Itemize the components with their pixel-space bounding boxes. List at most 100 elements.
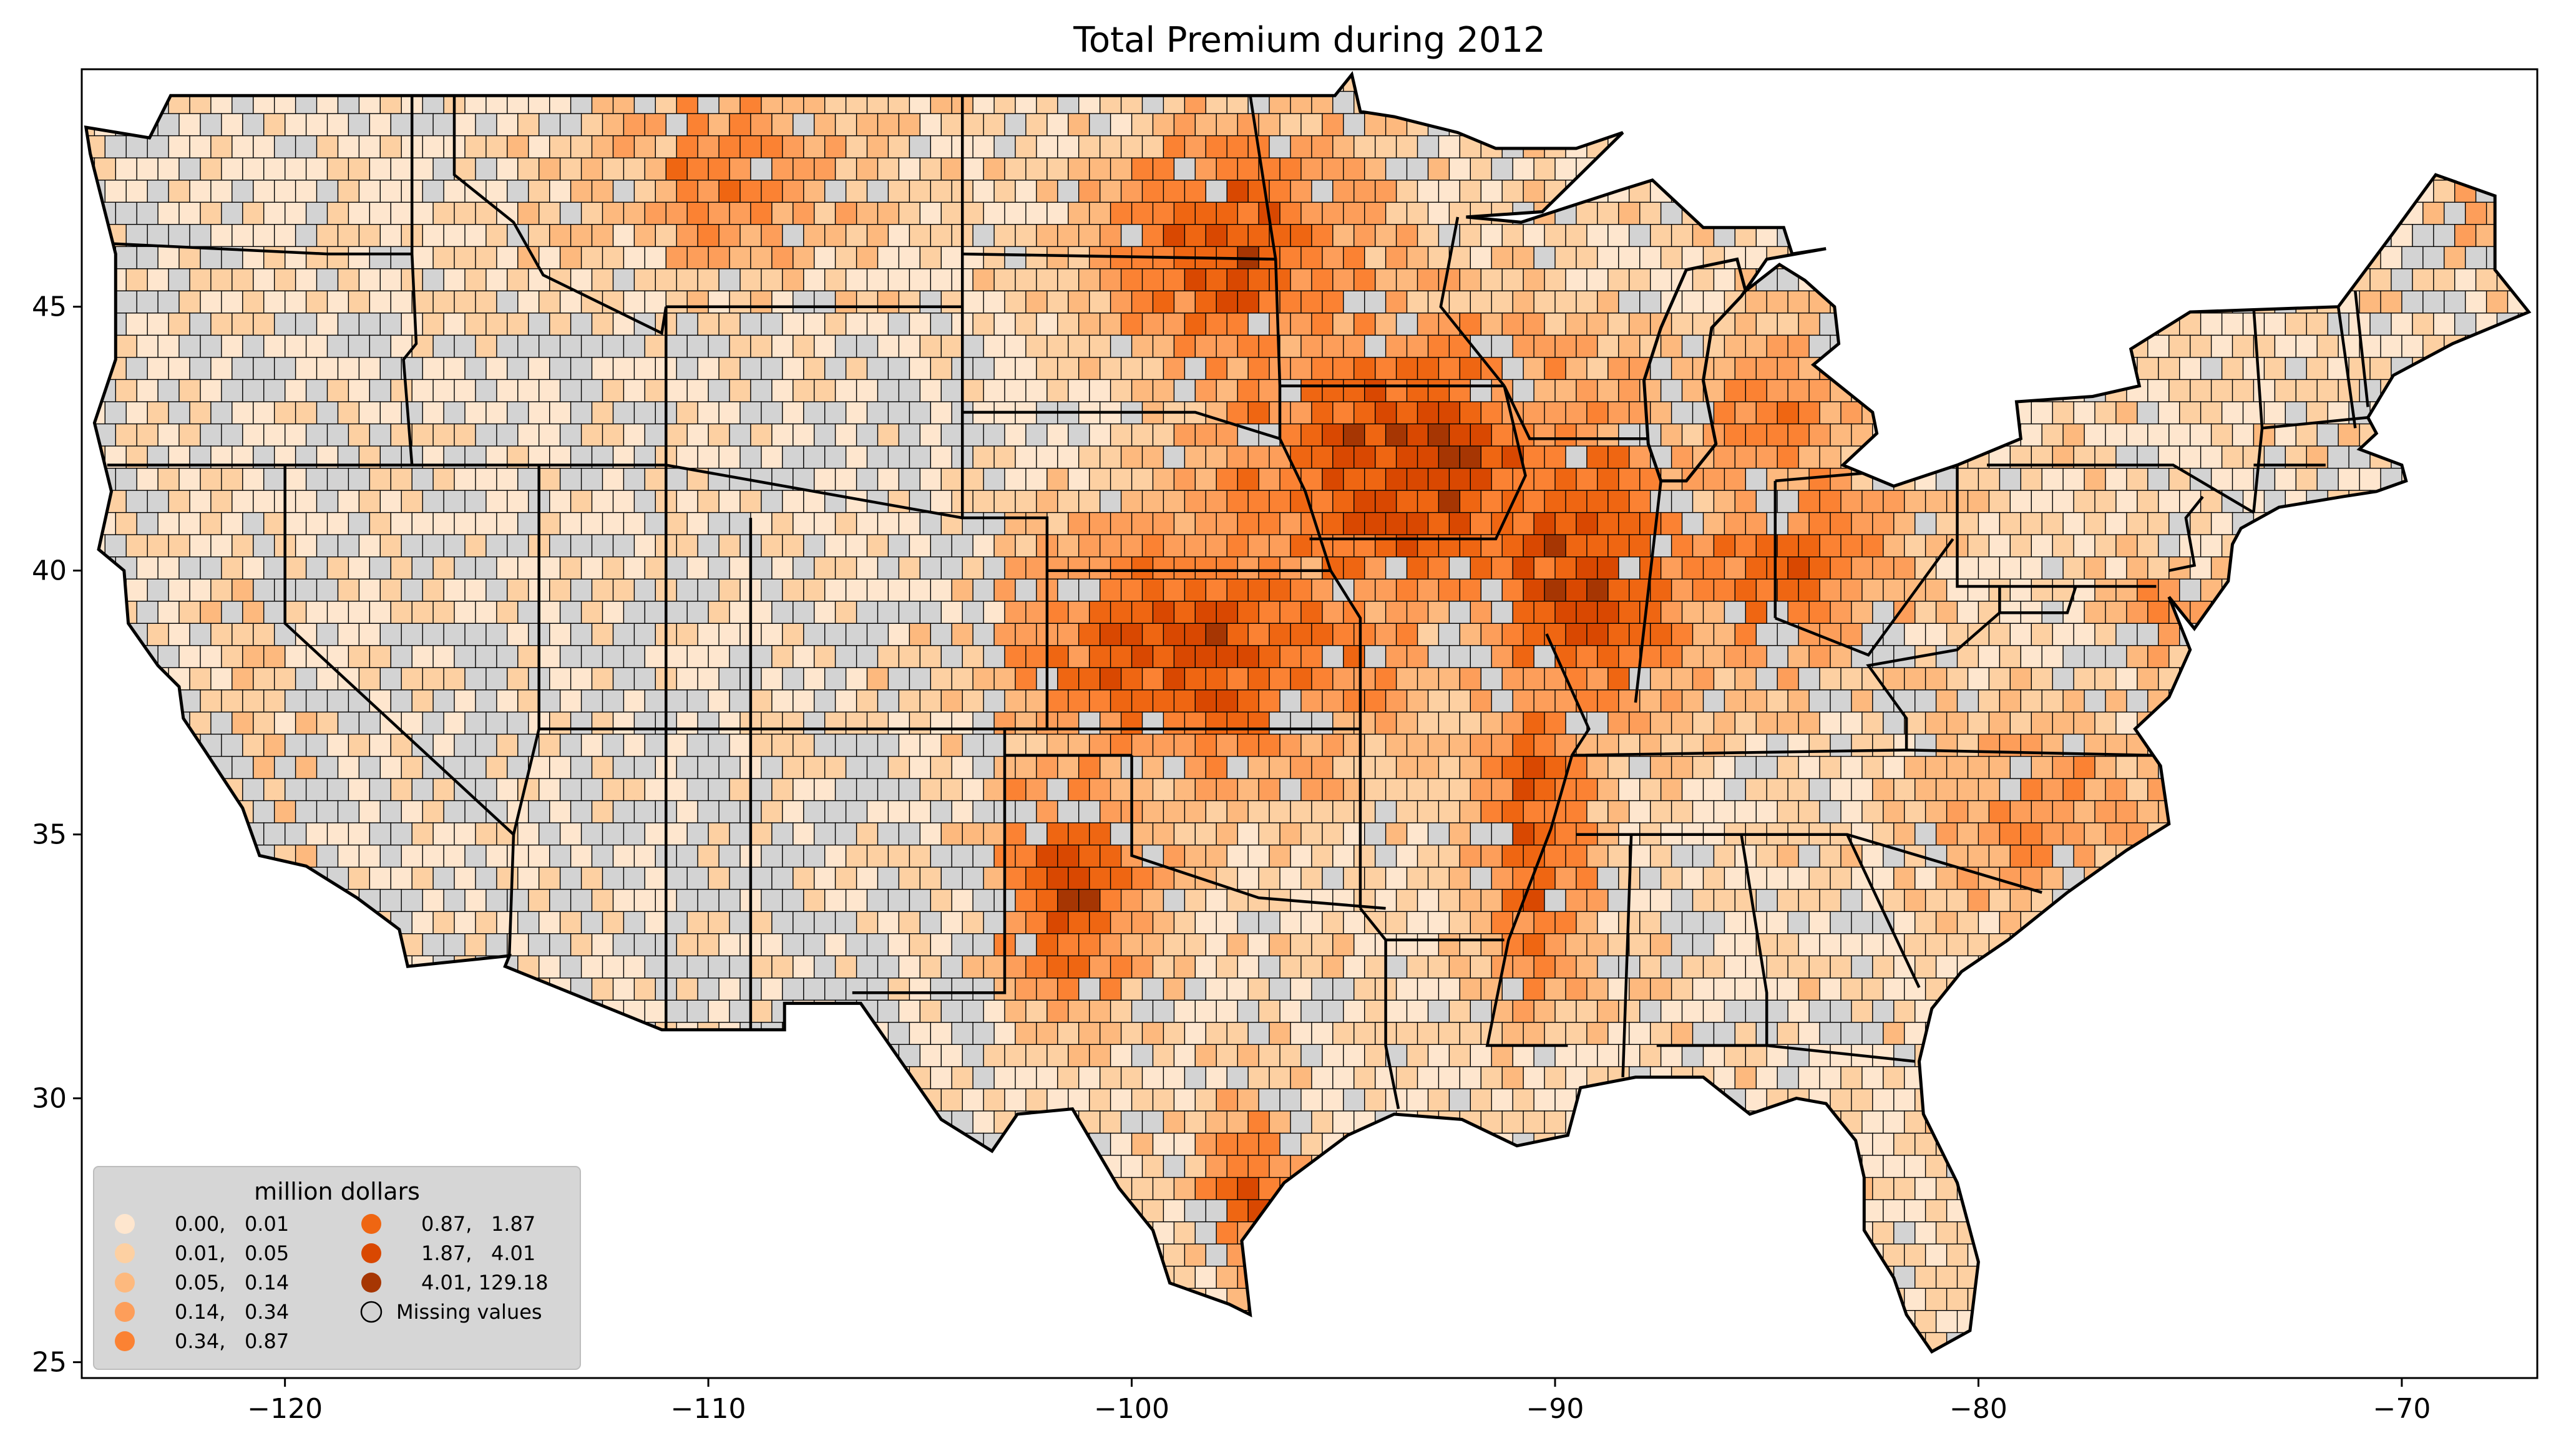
county-cell: [263, 601, 286, 624]
county-cell: [263, 467, 286, 492]
county-cell: [1173, 512, 1196, 536]
county-cell: [2094, 180, 2117, 203]
county-cell: [2210, 467, 2233, 492]
county-cell: [697, 800, 719, 823]
county-cell: [2295, 423, 2318, 447]
county-cell: [1544, 490, 1566, 513]
county-cell: [2168, 334, 2191, 358]
county-cell: [1470, 379, 1493, 402]
county-cell: [1363, 379, 1387, 402]
county-cell: [2443, 423, 2466, 447]
county-cell: [2475, 623, 2498, 646]
county-cell: [940, 379, 963, 402]
county-cell: [729, 157, 751, 181]
county-cell: [549, 711, 572, 735]
county-cell: [1639, 74, 1662, 92]
county-cell: [2369, 933, 2392, 957]
county-cell: [2528, 246, 2529, 269]
county-cell: [85, 334, 95, 358]
county-cell: [1999, 467, 2022, 492]
county-cell: [1671, 401, 1694, 425]
county-cell: [1395, 268, 1418, 292]
county-cell: [1734, 755, 1757, 779]
county-cell: [1099, 844, 1122, 868]
county-cell: [1046, 645, 1069, 669]
county-cell: [729, 379, 751, 402]
county-cell: [2485, 866, 2509, 890]
county-cell: [104, 401, 127, 425]
county-cell: [898, 645, 921, 669]
county-cell: [771, 955, 794, 979]
county-cell: [1046, 689, 1069, 713]
county-cell: [104, 623, 127, 646]
county-cell: [115, 423, 138, 447]
county-cell: [591, 313, 614, 336]
county-cell: [274, 224, 296, 248]
county-cell: [708, 512, 730, 536]
county-cell: [803, 445, 826, 469]
county-cell: [1448, 157, 1471, 181]
county-cell: [856, 423, 879, 447]
county-cell: [157, 645, 180, 669]
county-cell: [263, 689, 286, 713]
county-cell: [676, 800, 699, 823]
county-cell: [1830, 423, 1852, 447]
county-cell: [232, 135, 254, 159]
county-cell: [1861, 978, 1884, 1001]
county-cell: [1480, 711, 1503, 735]
county-cell: [771, 290, 794, 314]
county-cell: [570, 933, 593, 957]
county-cell: [1068, 467, 1090, 492]
county-cell: [2094, 800, 2117, 823]
county-cell: [1935, 512, 1958, 536]
county-cell: [2454, 844, 2477, 868]
county-cell: [2221, 578, 2244, 602]
county-cell: [2094, 313, 2117, 336]
county-cell: [1544, 90, 1566, 114]
county-cell: [962, 379, 985, 402]
county-cell: [2507, 467, 2529, 492]
county-cell: [85, 556, 95, 580]
county-cell: [1988, 711, 2011, 735]
county-cell: [2401, 379, 2424, 402]
county-cell: [761, 755, 783, 779]
county-cell: [1353, 667, 1376, 691]
county-cell: [1851, 911, 1873, 934]
county-cell: [2422, 290, 2445, 314]
county-cell: [591, 224, 614, 248]
county-cell: [2391, 490, 2413, 513]
county-cell: [1734, 135, 1757, 159]
county-cell: [983, 955, 1005, 979]
county-cell: [866, 268, 889, 292]
county-cell: [739, 224, 762, 248]
county-cell: [1512, 334, 1535, 358]
county-cell: [1978, 334, 2001, 358]
county-cell: [782, 224, 804, 248]
county-cell: [1395, 180, 1418, 203]
county-cell: [1671, 313, 1694, 336]
county-cell: [2221, 667, 2244, 691]
county-cell: [1883, 445, 1905, 469]
county-cell: [1830, 645, 1852, 669]
county-cell: [1173, 379, 1196, 402]
county-cell: [2380, 601, 2402, 624]
county-cell: [697, 711, 719, 735]
county-cell: [1332, 357, 1355, 381]
county-cell: [2232, 601, 2255, 624]
county-cell: [221, 999, 243, 1023]
county-cell: [1237, 157, 1260, 181]
county-cell: [940, 645, 963, 669]
county-cell: [644, 601, 667, 624]
county-cell: [1120, 313, 1143, 336]
county-cell: [1967, 667, 1990, 691]
county-cell: [2052, 933, 2075, 957]
county-cell: [1427, 201, 1450, 225]
county-cell: [2507, 334, 2529, 358]
county-cell: [125, 667, 149, 691]
county-cell: [1194, 911, 1217, 934]
county-cell: [1385, 645, 1408, 669]
county-cell: [2168, 955, 2191, 979]
county-cell: [2316, 379, 2339, 402]
county-cell: [1523, 711, 1546, 735]
county-cell: [1501, 313, 1524, 336]
